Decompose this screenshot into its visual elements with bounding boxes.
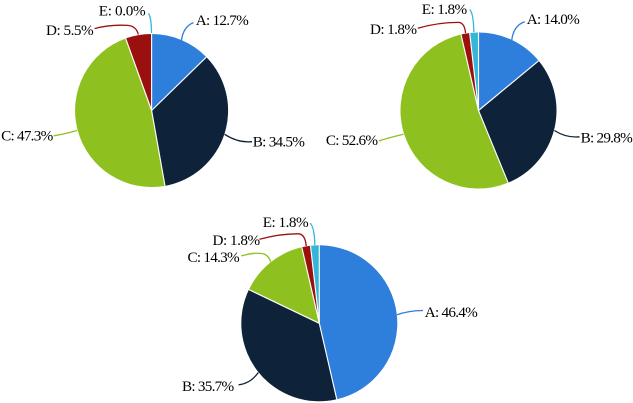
svg-text:B: 35.7%: B: 35.7% <box>182 378 234 395</box>
svg-text:D: 5.5%: D: 5.5% <box>46 22 94 39</box>
svg-text:A: 12.7%: A: 12.7% <box>196 12 249 29</box>
svg-text:C: 14.3%: C: 14.3% <box>188 249 240 266</box>
svg-text:D: 1.8%: D: 1.8% <box>370 21 417 38</box>
svg-text:D: 1.8%: D: 1.8% <box>213 232 261 249</box>
svg-text:E: 0.0%: E: 0.0% <box>99 2 146 19</box>
svg-text:E: 1.8%: E: 1.8% <box>263 214 309 231</box>
svg-text:A: 14.0%: A: 14.0% <box>527 11 580 28</box>
svg-text:A: 46.4%: A: 46.4% <box>425 304 478 321</box>
svg-text:C: 47.3%: C: 47.3% <box>1 127 53 144</box>
svg-text:C: 52.6%: C: 52.6% <box>326 132 378 149</box>
svg-text:E: 1.8%: E: 1.8% <box>422 1 468 18</box>
svg-text:B: 29.8%: B: 29.8% <box>581 129 633 146</box>
svg-text:B: 34.5%: B: 34.5% <box>253 133 305 150</box>
